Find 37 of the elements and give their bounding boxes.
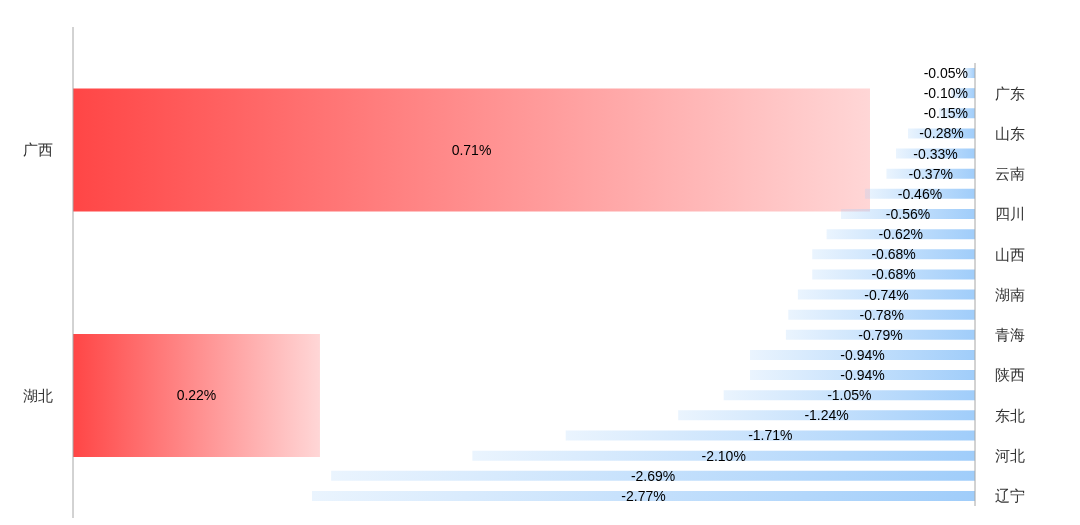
data-label: -1.71% <box>748 427 793 444</box>
data-label: -0.62% <box>878 226 923 243</box>
y-tick-label: 东北 <box>995 406 1025 425</box>
data-label: -0.94% <box>840 367 885 384</box>
data-label: -0.68% <box>871 266 916 283</box>
data-label: -1.05% <box>827 387 872 404</box>
data-label: -0.68% <box>871 246 916 263</box>
y-tick-label: 广西 <box>23 141 53 160</box>
data-label: -0.94% <box>840 346 885 363</box>
data-label: -0.46% <box>897 185 943 202</box>
data-label: -0.37% <box>908 165 953 182</box>
data-label: -2.10% <box>701 447 746 464</box>
data-label: -2.77% <box>621 487 666 504</box>
data-label: -2.69% <box>630 467 676 484</box>
data-label: -1.24% <box>804 407 849 424</box>
y-tick-label: 湖南 <box>995 285 1025 304</box>
y-tick-label: 青海 <box>995 326 1025 345</box>
y-tick-label: 云南 <box>995 165 1025 184</box>
y-tick-label: 广东 <box>995 84 1025 103</box>
y-tick-label: 湖北 <box>23 386 53 405</box>
data-label: -0.78% <box>859 306 904 323</box>
y-tick-label: 辽宁 <box>995 487 1025 506</box>
y-tick-label: 山东 <box>995 124 1025 143</box>
y-tick-label: 山西 <box>995 245 1025 264</box>
y-tick-label: 陕西 <box>995 366 1025 385</box>
data-label: -0.15% <box>923 105 968 122</box>
data-label: 0.22% <box>176 387 217 404</box>
data-label: -0.33% <box>913 145 958 162</box>
data-label: -0.28% <box>919 125 964 142</box>
data-label: -0.05% <box>923 65 968 82</box>
y-tick-label: 河北 <box>995 446 1025 465</box>
data-label: 0.71% <box>451 141 492 158</box>
data-label: -0.10% <box>923 85 968 102</box>
data-label: -0.79% <box>858 326 903 343</box>
y-tick-label: 四川 <box>995 205 1025 224</box>
data-label: -0.56% <box>885 205 931 222</box>
data-label: -0.74% <box>864 286 909 303</box>
